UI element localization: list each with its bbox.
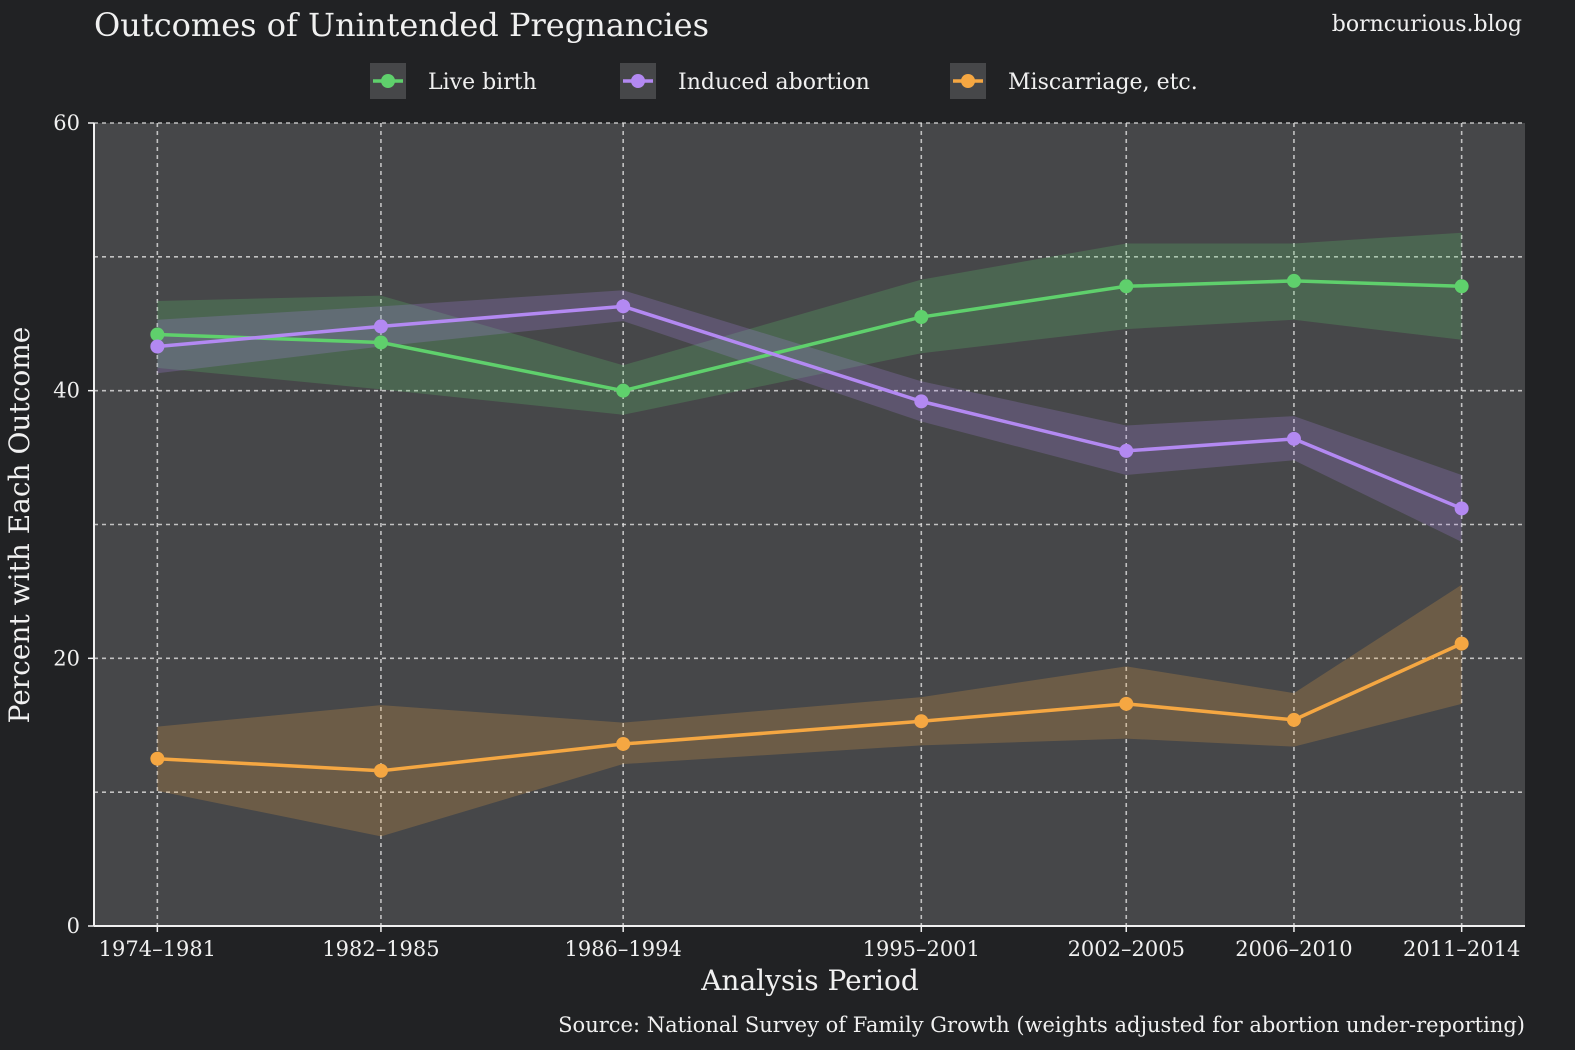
- legend-label: Induced abortion: [678, 70, 870, 95]
- data-point: [150, 339, 165, 354]
- data-point: [373, 335, 388, 350]
- y-tick-label: 0: [67, 914, 80, 938]
- confidence-band: [157, 232, 1462, 415]
- data-point: [1454, 279, 1469, 294]
- watermark: borncurious.blog: [1332, 12, 1522, 37]
- x-tick-label: 1982–1985: [322, 937, 439, 961]
- x-tick-label: 2006–2010: [1235, 937, 1352, 961]
- legend-marker: [631, 74, 645, 88]
- data-point: [1119, 443, 1134, 458]
- x-axis-label: Analysis Period: [700, 964, 919, 997]
- data-point: [914, 714, 929, 729]
- legend-label: Miscarriage, etc.: [1008, 70, 1198, 95]
- confidence-band: [157, 584, 1462, 837]
- legend-marker: [381, 74, 395, 88]
- x-tick-label: 2011–2014: [1403, 937, 1520, 961]
- data-point: [914, 310, 929, 325]
- data-point: [616, 736, 631, 751]
- data-point: [373, 319, 388, 334]
- x-tick-label: 1974–1981: [99, 937, 216, 961]
- legend-item: Miscarriage, etc.: [950, 63, 1198, 99]
- data-point: [1454, 636, 1469, 651]
- data-point: [1286, 712, 1301, 727]
- source-note: Source: National Survey of Family Growth…: [558, 1013, 1525, 1037]
- legend-item: Induced abortion: [620, 63, 870, 99]
- data-point: [373, 763, 388, 778]
- x-tick-label: 2002–2005: [1068, 937, 1185, 961]
- y-tick-label: 20: [53, 646, 80, 670]
- legend-item: Live birth: [370, 63, 537, 99]
- data-point: [1454, 501, 1469, 516]
- chart-title: Outcomes of Unintended Pregnancies: [94, 6, 709, 44]
- data-point: [1286, 273, 1301, 288]
- data-point: [1119, 279, 1134, 294]
- data-point: [914, 394, 929, 409]
- data-point: [150, 327, 165, 342]
- confidence-band: [157, 290, 1462, 542]
- x-tick-label: 1995–2001: [863, 937, 980, 961]
- legend-label: Live birth: [428, 70, 537, 95]
- data-point: [1286, 431, 1301, 446]
- y-tick-label: 60: [53, 111, 80, 135]
- legend-marker: [961, 74, 975, 88]
- data-point: [150, 751, 165, 766]
- data-point: [1119, 696, 1134, 711]
- data-point: [616, 383, 631, 398]
- x-tick-label: 1986–1994: [564, 937, 681, 961]
- data-point: [616, 299, 631, 314]
- y-tick-label: 40: [53, 379, 80, 403]
- y-axis-label: Percent with Each Outcome: [3, 327, 36, 724]
